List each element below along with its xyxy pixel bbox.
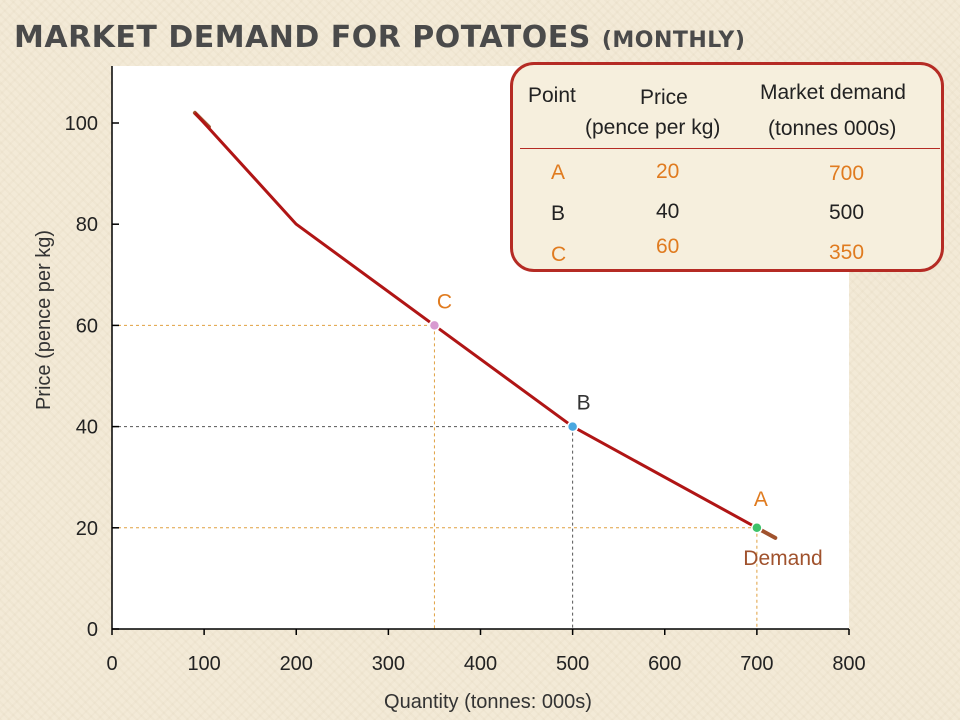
point-C bbox=[428, 319, 441, 332]
header-point: Point bbox=[528, 84, 576, 107]
x-tick-label-200: 200 bbox=[280, 653, 313, 675]
x-tick-label-800: 800 bbox=[832, 653, 865, 675]
demand-table bbox=[510, 62, 944, 272]
y-tick-label-0: 0 bbox=[87, 619, 98, 641]
page-title: Market Demand for Potatoes (Monthly) bbox=[14, 20, 745, 55]
y-tick-label-80: 80 bbox=[76, 214, 98, 236]
y-tick-label-40: 40 bbox=[76, 417, 98, 439]
x-tick-label-400: 400 bbox=[464, 653, 497, 675]
row-b-price: 40 bbox=[656, 200, 680, 223]
row-a-demand: 700 bbox=[829, 162, 865, 185]
x-tick-label-0: 0 bbox=[106, 653, 117, 675]
point-B bbox=[566, 420, 579, 433]
row-c-price: 60 bbox=[656, 235, 680, 258]
point-label-B: B bbox=[577, 392, 591, 415]
row-b-demand: 500 bbox=[829, 201, 865, 224]
guide-lines bbox=[112, 324, 758, 629]
header-demand-unit: (tonnes 000s) bbox=[768, 117, 897, 140]
point-A bbox=[751, 522, 763, 534]
x-tick-label-700: 700 bbox=[740, 653, 773, 675]
y-tick-label-20: 20 bbox=[76, 518, 98, 540]
y-tick-label-100: 100 bbox=[65, 113, 98, 135]
series-label-demand: Demand bbox=[743, 547, 822, 570]
row-b-point: B bbox=[551, 202, 566, 225]
header-price: Price bbox=[640, 86, 688, 109]
header-demand: Market demand bbox=[760, 81, 906, 104]
x-tick-label-300: 300 bbox=[372, 653, 405, 675]
point-label-A: A bbox=[754, 488, 768, 511]
row-a-point: A bbox=[551, 161, 566, 184]
x-tick-label-600: 600 bbox=[648, 653, 681, 675]
y-axis-label: Price (pence per kg) bbox=[33, 230, 55, 410]
y-tick-label-60: 60 bbox=[76, 315, 98, 337]
table-divider bbox=[520, 148, 940, 149]
row-c-point: C bbox=[551, 243, 567, 266]
header-price-unit: (pence per kg) bbox=[585, 116, 721, 139]
row-a-price: 20 bbox=[656, 160, 680, 183]
point-label-C: C bbox=[437, 290, 452, 313]
y-ticks: 0 20 40 60 80 100 bbox=[65, 113, 119, 641]
x-tick-label-500: 500 bbox=[556, 653, 589, 675]
x-tick-label-100: 100 bbox=[187, 653, 220, 675]
data-points: C B A bbox=[428, 290, 768, 534]
row-c-demand: 350 bbox=[829, 241, 865, 264]
title-suffix: (Monthly) bbox=[601, 28, 746, 53]
x-axis-label: Quantity (tonnes: 000s) bbox=[384, 691, 592, 713]
x-ticks: 0 100 200 300 400 500 600 700 800 bbox=[106, 629, 866, 675]
title-main: Market Demand for Potatoes bbox=[14, 20, 591, 55]
